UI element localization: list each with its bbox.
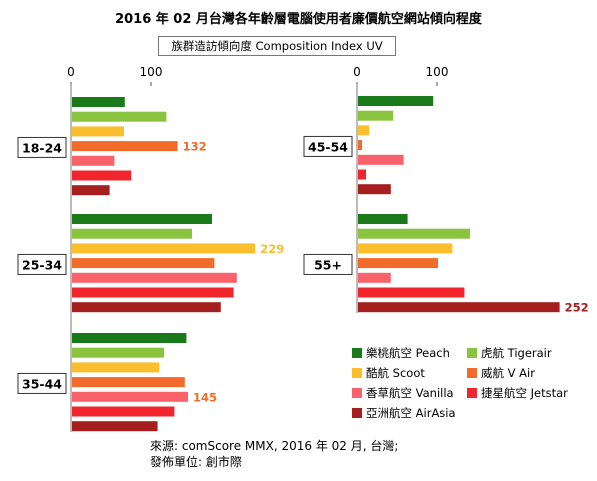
bar-25-34-0 (72, 214, 212, 224)
bar-35-44-5 (72, 406, 175, 417)
legend-label: 香草航空 Vanilla (366, 386, 454, 400)
group-label: 45-54 (308, 139, 348, 154)
legend-item: 虎航 Tigerair (467, 346, 552, 360)
bar-45-54-3 (358, 140, 362, 151)
bar-45-54-1 (358, 110, 394, 121)
bar-35-44-6 (72, 421, 158, 432)
data-label: 229 (260, 242, 284, 256)
bar-25-34-1 (72, 228, 192, 239)
bar-35-44-0 (72, 333, 187, 343)
bar-45-54-6 (358, 184, 391, 195)
bar-45-54-2 (358, 125, 370, 136)
bar-18-24-3 (72, 141, 178, 152)
bar-35-44-4 (72, 391, 188, 402)
group-label-box (303, 253, 353, 275)
legend-item: 捷星航空 Jetstar (467, 386, 568, 400)
legend-label: 酷航 Scoot (366, 366, 425, 380)
group-label-box (17, 372, 67, 394)
group-label: 35-44 (22, 376, 62, 391)
bar-45-54-5 (358, 169, 366, 180)
legend-label: 亞洲航空 AirAsia (366, 406, 456, 420)
source-line: 來源: comScore MMX, 2016 年 02 月, 台灣; (150, 439, 399, 453)
data-label: 132 (183, 140, 207, 154)
bar-55+-4 (358, 272, 391, 283)
chart-subtitle: 族群造訪傾向度 Composition Index UV (158, 36, 396, 56)
bar-55+-5 (358, 287, 465, 298)
x-tick-label: 100 (426, 65, 449, 79)
legend-item: 香草航空 Vanilla (352, 386, 454, 400)
x-tick-label: 0 (67, 65, 75, 79)
legend-swatch (467, 368, 477, 378)
legend-item: 樂桃航空 Peach (352, 346, 450, 360)
legend-swatch (467, 348, 477, 358)
bar-25-34-5 (72, 287, 234, 298)
chart-title: 2016 年 02 月台灣各年齡層電腦使用者廉價航空網站傾向程度 (115, 12, 482, 27)
legend-item: 威航 V Air (467, 366, 535, 380)
bar-35-44-2 (72, 362, 160, 373)
legend-swatch (467, 388, 477, 398)
bar-55+-6 (358, 302, 560, 313)
bar-18-24-1 (72, 111, 167, 122)
bar-55+-3 (358, 258, 438, 269)
x-tick-label: 100 (140, 65, 163, 79)
bar-18-24-0 (72, 97, 125, 107)
bar-25-34-2 (72, 243, 256, 254)
bar-55+-1 (358, 228, 470, 239)
group-label-box (303, 135, 353, 157)
legend-label: 樂桃航空 Peach (366, 346, 450, 360)
source-note: 來源: comScore MMX, 2016 年 02 月, 台灣; 發佈單位:… (150, 438, 398, 470)
bar-18-24-5 (72, 170, 132, 181)
data-label: 145 (193, 390, 217, 404)
group-label: 55+ (314, 257, 342, 272)
group-label-box (17, 136, 67, 158)
legend-item: 酷航 Scoot (352, 366, 425, 380)
group-label: 18-24 (22, 140, 62, 155)
legend-label: 捷星航空 Jetstar (481, 386, 568, 400)
group-label-box (17, 253, 67, 275)
bar-25-34-3 (72, 258, 215, 269)
bar-35-44-1 (72, 347, 164, 358)
x-tick-label: 0 (353, 65, 361, 79)
bar-18-24-2 (72, 126, 124, 137)
publisher-line: 發佈單位: 創市際 (150, 455, 242, 469)
bar-55+-2 (358, 243, 453, 254)
legend-label: 威航 V Air (481, 366, 535, 380)
legend-swatch (352, 388, 362, 398)
legend-swatch (352, 408, 362, 418)
legend-item: 亞洲航空 AirAsia (352, 406, 456, 420)
group-label: 25-34 (22, 257, 62, 272)
legend-label: 虎航 Tigerair (481, 346, 552, 360)
data-label: 252 (565, 301, 589, 315)
legend-swatch (352, 368, 362, 378)
bar-45-54-0 (358, 96, 434, 106)
bar-35-44-3 (72, 377, 185, 388)
legend-swatch (352, 348, 362, 358)
bar-18-24-6 (72, 185, 110, 196)
bar-25-34-6 (72, 302, 221, 313)
bar-25-34-4 (72, 272, 237, 283)
bar-55+-0 (358, 214, 408, 224)
bar-18-24-4 (72, 155, 115, 166)
bar-45-54-4 (358, 154, 404, 165)
